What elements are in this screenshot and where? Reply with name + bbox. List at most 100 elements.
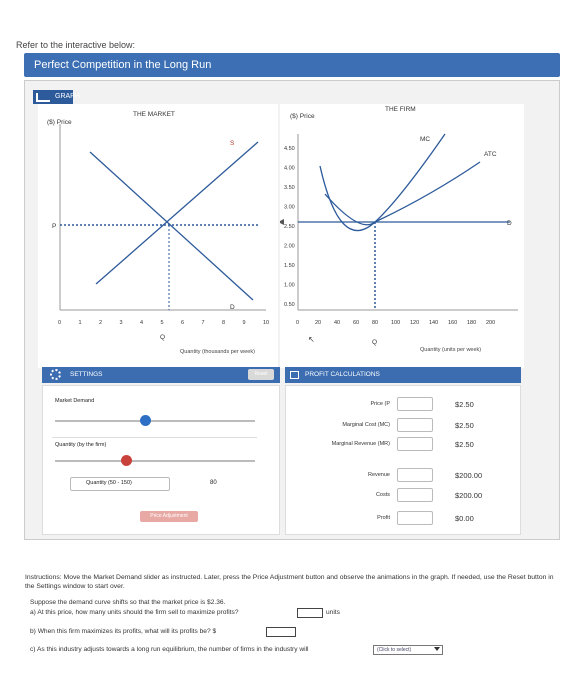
profit-row-label: Marginal Revenue (MR) — [331, 441, 390, 447]
quantity-value: 80 — [210, 480, 217, 486]
firm-xtick-label: 180 — [467, 320, 476, 326]
firm-ytick-label: 3.50 — [284, 185, 295, 191]
chart-icon — [36, 93, 50, 102]
market-demand-label: Market Demand — [55, 398, 95, 404]
quantity-label: Quantity (by the firm) — [55, 442, 107, 448]
firm-xtick-label: 60 — [353, 320, 359, 326]
gear-icon — [50, 369, 61, 380]
market-xtick-label: 1 — [79, 320, 82, 326]
firm-ytick-label: 2.50 — [284, 224, 295, 230]
market-xtick-label: 4 — [140, 320, 143, 326]
atc-curve — [324, 193, 376, 226]
firm-xtick-label: 40 — [334, 320, 340, 326]
quantity-slider[interactable] — [55, 460, 255, 462]
market-xtick-label: 10 — [263, 320, 269, 326]
firm-xtick-label: 100 — [391, 320, 400, 326]
mc-label: MC — [420, 136, 430, 143]
profit-row-label: Costs — [375, 492, 390, 498]
profit-row-value: $0.00 — [455, 514, 474, 523]
profit-row-value: $2.50 — [455, 421, 474, 430]
answer-c-dropdown[interactable]: (Click to select) — [373, 645, 443, 655]
graph-tab[interactable]: GRAPH — [33, 90, 80, 104]
chevron-down-icon — [434, 647, 440, 651]
price-adjustment-button[interactable]: Price Adjustment — [140, 511, 198, 522]
divider — [52, 437, 257, 438]
firm-q-label: Q — [372, 339, 377, 346]
profit-row-value: $2.50 — [455, 440, 474, 449]
firm-xtick-label: 120 — [410, 320, 419, 326]
firm-xtick-label: 80 — [372, 320, 378, 326]
quantity-knob[interactable] — [121, 455, 132, 466]
market-xtick-label: 9 — [243, 320, 246, 326]
firm-xtick-label: 160 — [448, 320, 457, 326]
market-demand-slider[interactable] — [55, 420, 255, 422]
cursor-icon: ↖ — [308, 335, 315, 344]
profit-header: PROFIT CALCULATIONS — [285, 367, 521, 383]
question-b: b) When this firm maximizes its profits,… — [30, 628, 217, 635]
answer-a-unit: units — [326, 609, 340, 616]
firm-ytick-label: 1.00 — [284, 283, 295, 289]
firm-xtick-label: 0 — [296, 320, 299, 326]
firm-graph: 4.50 4.00 3.50 3.00 2.50 2.00 1.50 1.00 0.50 0 20… — [280, 104, 524, 368]
market-demand-label: D — [230, 304, 235, 311]
quantity-range-field[interactable] — [70, 477, 170, 491]
market-supply-line — [95, 141, 259, 285]
question-a: a) At this price, how many units should … — [30, 609, 239, 616]
firm-ytick-label: 0.50 — [284, 302, 295, 308]
profit-row-label: Marginal Cost (MC) — [342, 422, 390, 428]
answer-b-input[interactable] — [266, 627, 296, 637]
quantity-range-label: Quantity (50 - 150) — [86, 480, 132, 486]
firm-title: THE FIRM — [385, 106, 416, 113]
firm-d-label: D — [507, 220, 512, 227]
market-xtick-label: 0 — [58, 320, 61, 326]
market-xtick-label: 5 — [161, 320, 164, 326]
firm-ylabel: ($) Price — [290, 113, 315, 120]
market-demand-knob[interactable] — [140, 415, 151, 426]
firm-ytick-label: 1.50 — [284, 263, 295, 269]
firm-ytick-label: 4.00 — [284, 166, 295, 172]
market-supply-label: S — [230, 140, 235, 147]
title-bar — [24, 53, 560, 77]
firm-xtick-label: 200 — [486, 320, 495, 326]
instructions: Instructions: Move the Market Demand sli… — [25, 574, 554, 590]
atc-curve-right — [374, 161, 481, 223]
firm-ytick-label: 3.00 — [284, 205, 295, 211]
profit-row-value: $2.50 — [455, 400, 474, 409]
market-xtick-label: 7 — [202, 320, 205, 326]
market-graph: P S D Q 0 1 2 3 4 5 6 7 8 9 10 — [38, 104, 278, 368]
market-xtick-label: 8 — [222, 320, 225, 326]
profit-row-field — [397, 397, 433, 411]
profit-row-value: $200.00 — [455, 471, 483, 480]
firm-xtick-label: 20 — [315, 320, 321, 326]
profit-row-field — [397, 437, 433, 451]
answer-a-input[interactable] — [297, 608, 323, 618]
market-xtick-label: 3 — [120, 320, 123, 326]
profit-row-label: Price (P — [370, 401, 390, 407]
market-title: THE MARKET — [133, 111, 175, 118]
firm-xtick-label: 140 — [429, 320, 438, 326]
profit-row-value: $200.00 — [455, 491, 483, 500]
intro-text: Refer to the interactive below: — [16, 40, 136, 50]
market-demand-line — [89, 151, 254, 301]
market-xlabel: Quantity (thousands per week) — [180, 349, 255, 355]
profit-row-field — [397, 511, 433, 525]
firm-ytick-label: 2.00 — [284, 244, 295, 250]
firm-xlabel: Quantity (units per week) — [420, 347, 482, 353]
atc-label: ATC — [484, 151, 497, 158]
profit-row-field — [397, 488, 433, 502]
market-q-label: Q — [160, 334, 165, 341]
profit-row-field — [397, 468, 433, 482]
settings-header: SETTINGS Reset — [42, 367, 280, 383]
profit-row-label: Revenue — [367, 472, 390, 478]
market-ylabel: ($) Price — [47, 119, 72, 126]
question-intro: Suppose the demand curve shifts so that … — [30, 599, 226, 606]
profit-row-label: Profit — [377, 515, 390, 521]
market-xtick-label: 2 — [99, 320, 102, 326]
market-xtick-label: 6 — [181, 320, 184, 326]
page-title: Perfect Competition in the Long Run — [34, 59, 212, 71]
profit-row-field — [397, 418, 433, 432]
reset-button[interactable]: Reset — [248, 369, 274, 380]
firm-ytick-label: 4.50 — [284, 146, 295, 152]
calculator-icon — [290, 371, 299, 379]
question-c: c) As this industry adjusts towards a lo… — [30, 646, 309, 653]
